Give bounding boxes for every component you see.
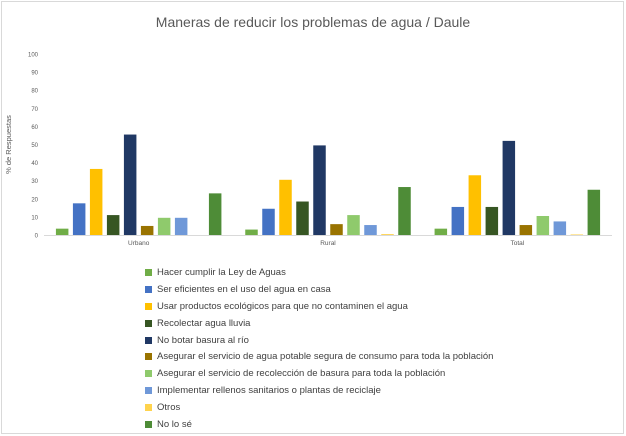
bar (106, 215, 120, 235)
y-tick-label: 0 (35, 234, 39, 240)
legend-item: Otros (145, 399, 615, 416)
y-tick-label: 70 (31, 107, 38, 113)
legend-item: Asegurar el servicio de recolección de b… (145, 365, 615, 382)
legend-label: Otros (157, 402, 181, 414)
legend-item: Implementar rellenos sanitarios o planta… (145, 382, 615, 399)
legend-swatch (145, 319, 152, 327)
y-axis-label: % de Respuestas (4, 115, 13, 174)
legend-label: Hacer cumplir la Ley de Aguas (157, 266, 286, 278)
y-tick-label: 50 (31, 143, 38, 149)
legend-label: Implementar rellenos sanitarios o planta… (157, 385, 381, 397)
legend-item: Asegurar el servicio de agua potable seg… (145, 348, 615, 365)
bar (381, 234, 394, 235)
legend-item: Recolectar agua lluvia (145, 315, 615, 332)
bar (570, 234, 584, 235)
legend-swatch (145, 370, 152, 378)
y-tick-label: 60 (31, 125, 38, 131)
bar (330, 224, 343, 235)
bar (313, 145, 326, 235)
y-tick-label: 10 (31, 215, 38, 221)
legend-swatch (145, 387, 152, 395)
legend-swatch (145, 285, 152, 293)
chart-legend: Hacer cumplir la Ley de Aguas Ser eficien… (145, 264, 615, 433)
legend-label: Usar productos ecológicos para que no co… (157, 300, 408, 312)
bar (157, 217, 171, 235)
y-tick-label: 20 (31, 197, 38, 203)
bar (140, 225, 154, 235)
legend-item: Ser eficientes en el uso del agua en cas… (145, 281, 615, 298)
bar (451, 206, 465, 235)
bar (485, 206, 499, 235)
x-tick-label: Rural (320, 240, 336, 247)
y-tick-label: 40 (31, 161, 38, 167)
bar (89, 168, 103, 235)
legend-label: No lo sé (157, 418, 192, 430)
legend-swatch (145, 353, 152, 361)
bar (55, 228, 69, 235)
bar (174, 217, 188, 235)
bar (123, 134, 137, 235)
bar (208, 193, 222, 235)
bar (262, 208, 275, 235)
bar (364, 225, 377, 235)
legend-item: Usar productos ecológicos para que no co… (145, 298, 615, 315)
bar (245, 229, 258, 235)
bar (553, 221, 567, 235)
legend-label: Ser eficientes en el uso del agua en cas… (157, 283, 331, 295)
x-tick-label: Total (510, 240, 524, 247)
bar (468, 175, 482, 235)
y-tick-label: 90 (31, 71, 38, 77)
bar (398, 187, 411, 235)
bar (279, 179, 292, 235)
y-tick-label: 80 (31, 89, 38, 95)
y-tick-label: 100 (28, 53, 39, 59)
legend-item: Hacer cumplir la Ley de Aguas (145, 264, 615, 281)
bar (72, 203, 86, 235)
legend-swatch (145, 302, 152, 310)
bar (347, 215, 360, 235)
bar (502, 140, 516, 235)
legend-swatch (145, 420, 152, 428)
legend-label: Asegurar el servicio de agua potable seg… (157, 351, 494, 363)
bar (536, 215, 550, 235)
bar (587, 189, 601, 235)
bar (519, 225, 533, 235)
legend-swatch (145, 268, 152, 276)
legend-item: No botar basura al río (145, 332, 615, 349)
legend-label: Asegurar el servicio de recolección de b… (157, 368, 446, 380)
bar (296, 201, 309, 235)
bar (434, 228, 448, 235)
legend-item: No lo sé (145, 416, 615, 433)
legend-label: No botar basura al río (157, 334, 249, 346)
legend-swatch (145, 404, 152, 412)
legend-swatch (145, 336, 152, 344)
legend-label: Recolectar agua lluvia (157, 317, 251, 329)
x-tick-label: Urbano (128, 240, 150, 247)
y-tick-label: 30 (31, 179, 38, 185)
chart-title: Maneras de reducir los problemas de agua… (155, 14, 471, 30)
